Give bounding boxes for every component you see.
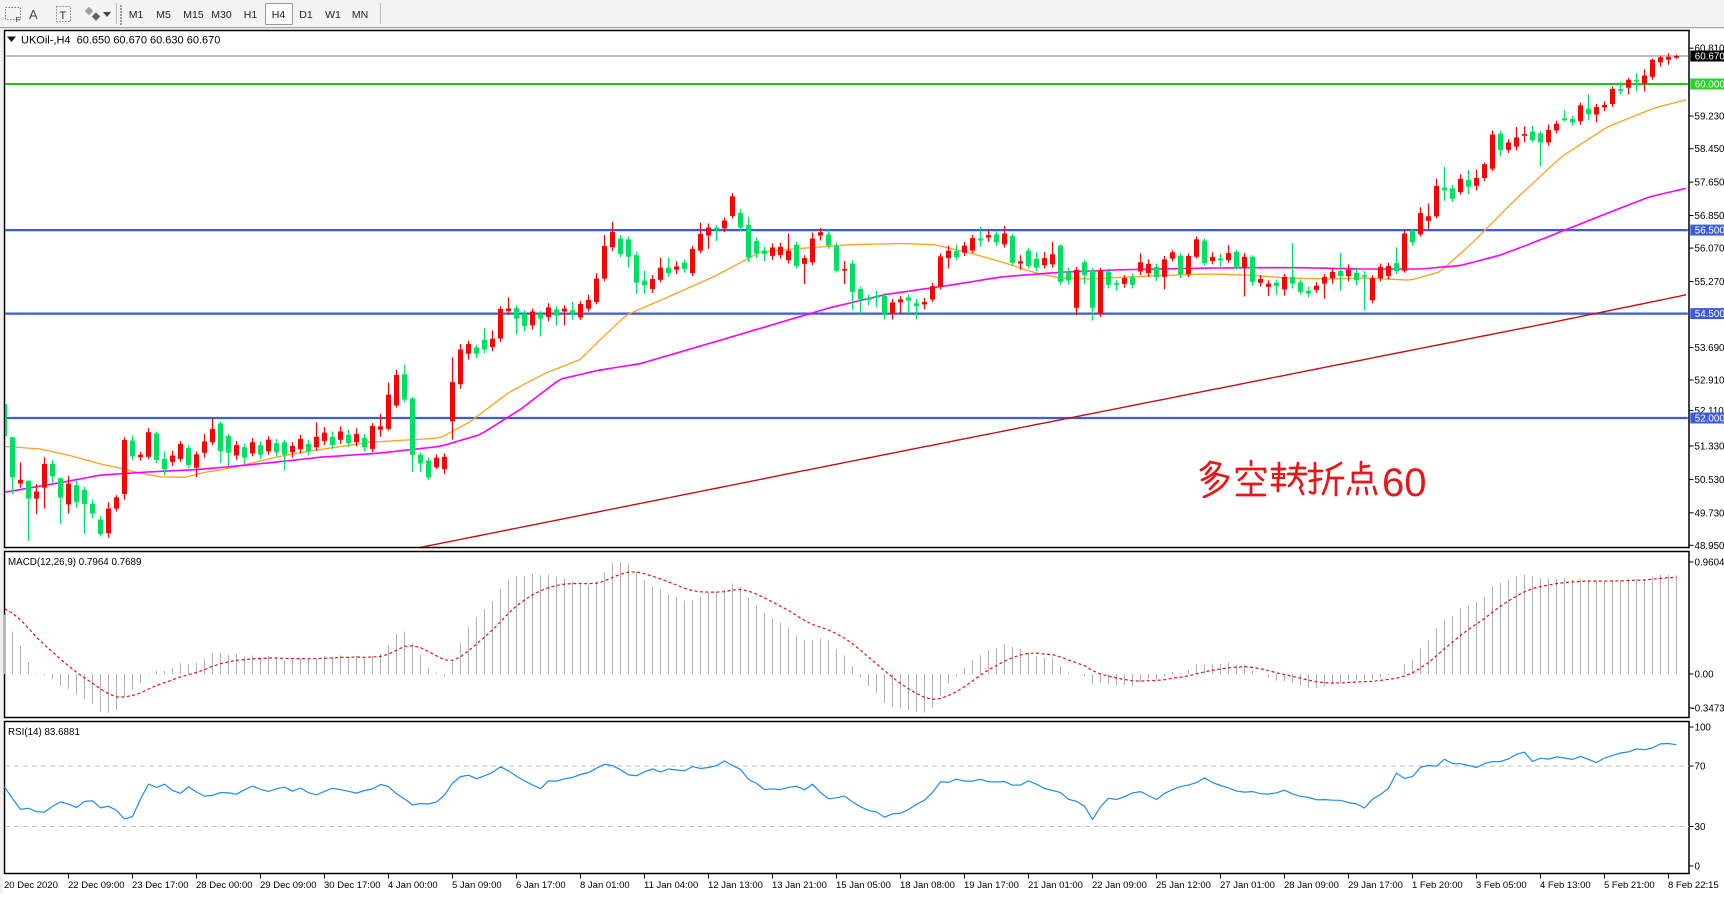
svg-text:57.650: 57.650 [1695,178,1724,189]
svg-text:0.00: 0.00 [1695,670,1715,681]
svg-text:29 Dec 09:00: 29 Dec 09:00 [260,880,317,891]
svg-text:56.070: 56.070 [1695,244,1724,255]
svg-text:22 Jan 09:00: 22 Jan 09:00 [1092,880,1147,891]
svg-text:19 Jan 17:00: 19 Jan 17:00 [964,880,1019,891]
svg-text:50.530: 50.530 [1695,475,1724,486]
svg-text:53.690: 53.690 [1695,343,1724,354]
svg-text:8 Feb 22:15: 8 Feb 22:15 [1668,880,1719,891]
svg-text:4 Feb 13:00: 4 Feb 13:00 [1540,880,1591,891]
svg-text:0.9604: 0.9604 [1695,558,1724,569]
svg-text:MN: MN [352,9,368,21]
svg-text:29 Jan 17:00: 29 Jan 17:00 [1348,880,1403,891]
svg-text:H1: H1 [244,9,258,21]
svg-text:MACD(12,26,9) 0.7964 0.7689: MACD(12,26,9) 0.7964 0.7689 [8,557,141,568]
svg-text:56.500: 56.500 [1695,226,1724,237]
svg-text:12 Jan 13:00: 12 Jan 13:00 [708,880,763,891]
svg-text:RSI(14) 83.6881: RSI(14) 83.6881 [8,727,80,738]
svg-text:30: 30 [1695,822,1706,833]
svg-text:20 Dec 2020: 20 Dec 2020 [4,880,58,891]
svg-text:22 Dec 09:00: 22 Dec 09:00 [68,880,125,891]
svg-text:23 Dec 17:00: 23 Dec 17:00 [132,880,189,891]
svg-text:M5: M5 [156,9,171,21]
svg-text:H4: H4 [272,9,286,21]
svg-text:11 Jan 04:00: 11 Jan 04:00 [644,880,698,891]
svg-text:UKOil-,H4 60.650 60.670 60.63: UKOil-,H4 60.650 60.670 60.630 60.670 [21,35,220,47]
svg-text:T: T [60,10,67,22]
svg-text:70: 70 [1695,762,1706,773]
svg-text:28 Jan 09:00: 28 Jan 09:00 [1284,880,1339,891]
svg-text:49.730: 49.730 [1695,508,1724,519]
svg-text:W1: W1 [325,9,341,21]
svg-text:F: F [16,15,21,24]
svg-text:5 Jan 09:00: 5 Jan 09:00 [452,880,502,891]
svg-text:52.000: 52.000 [1695,414,1724,425]
svg-text:0: 0 [1695,862,1701,873]
svg-text:60.670: 60.670 [1695,52,1724,63]
svg-text:48.950: 48.950 [1695,541,1724,552]
svg-text:25 Jan 12:00: 25 Jan 12:00 [1156,880,1211,891]
svg-text:54.500: 54.500 [1695,309,1724,320]
svg-text:15 Jan 05:00: 15 Jan 05:00 [836,880,891,891]
svg-text:6 Jan 17:00: 6 Jan 17:00 [516,880,566,891]
svg-text:60: 60 [1382,461,1427,505]
svg-text:-0.3473: -0.3473 [1692,704,1724,715]
svg-text:60.000: 60.000 [1695,80,1724,91]
svg-text:A: A [29,7,38,22]
svg-text:52.910: 52.910 [1695,376,1724,387]
svg-text:56.850: 56.850 [1695,211,1724,222]
svg-text:8 Jan 01:00: 8 Jan 01:00 [580,880,630,891]
svg-text:5 Feb 21:00: 5 Feb 21:00 [1604,880,1655,891]
svg-text:58.450: 58.450 [1695,144,1724,155]
svg-text:3 Feb 05:00: 3 Feb 05:00 [1476,880,1527,891]
svg-text:21 Jan 01:00: 21 Jan 01:00 [1028,880,1083,891]
svg-text:13 Jan 21:00: 13 Jan 21:00 [772,880,827,891]
svg-text:30 Dec 17:00: 30 Dec 17:00 [324,880,381,891]
svg-text:4 Jan 00:00: 4 Jan 00:00 [388,880,438,891]
svg-text:55.270: 55.270 [1695,277,1724,288]
svg-text:27 Jan 01:00: 27 Jan 01:00 [1220,880,1275,891]
svg-text:D1: D1 [299,9,313,21]
svg-text:59.230: 59.230 [1695,112,1724,123]
svg-text:28 Dec 00:00: 28 Dec 00:00 [196,880,253,891]
svg-text:M15: M15 [183,9,204,21]
svg-text:1 Feb 20:00: 1 Feb 20:00 [1412,880,1463,891]
svg-text:51.330: 51.330 [1695,442,1724,453]
svg-text:M30: M30 [211,9,232,21]
svg-text:M1: M1 [129,9,144,21]
svg-text:18 Jan 08:00: 18 Jan 08:00 [900,880,955,891]
svg-text:100: 100 [1695,723,1712,734]
